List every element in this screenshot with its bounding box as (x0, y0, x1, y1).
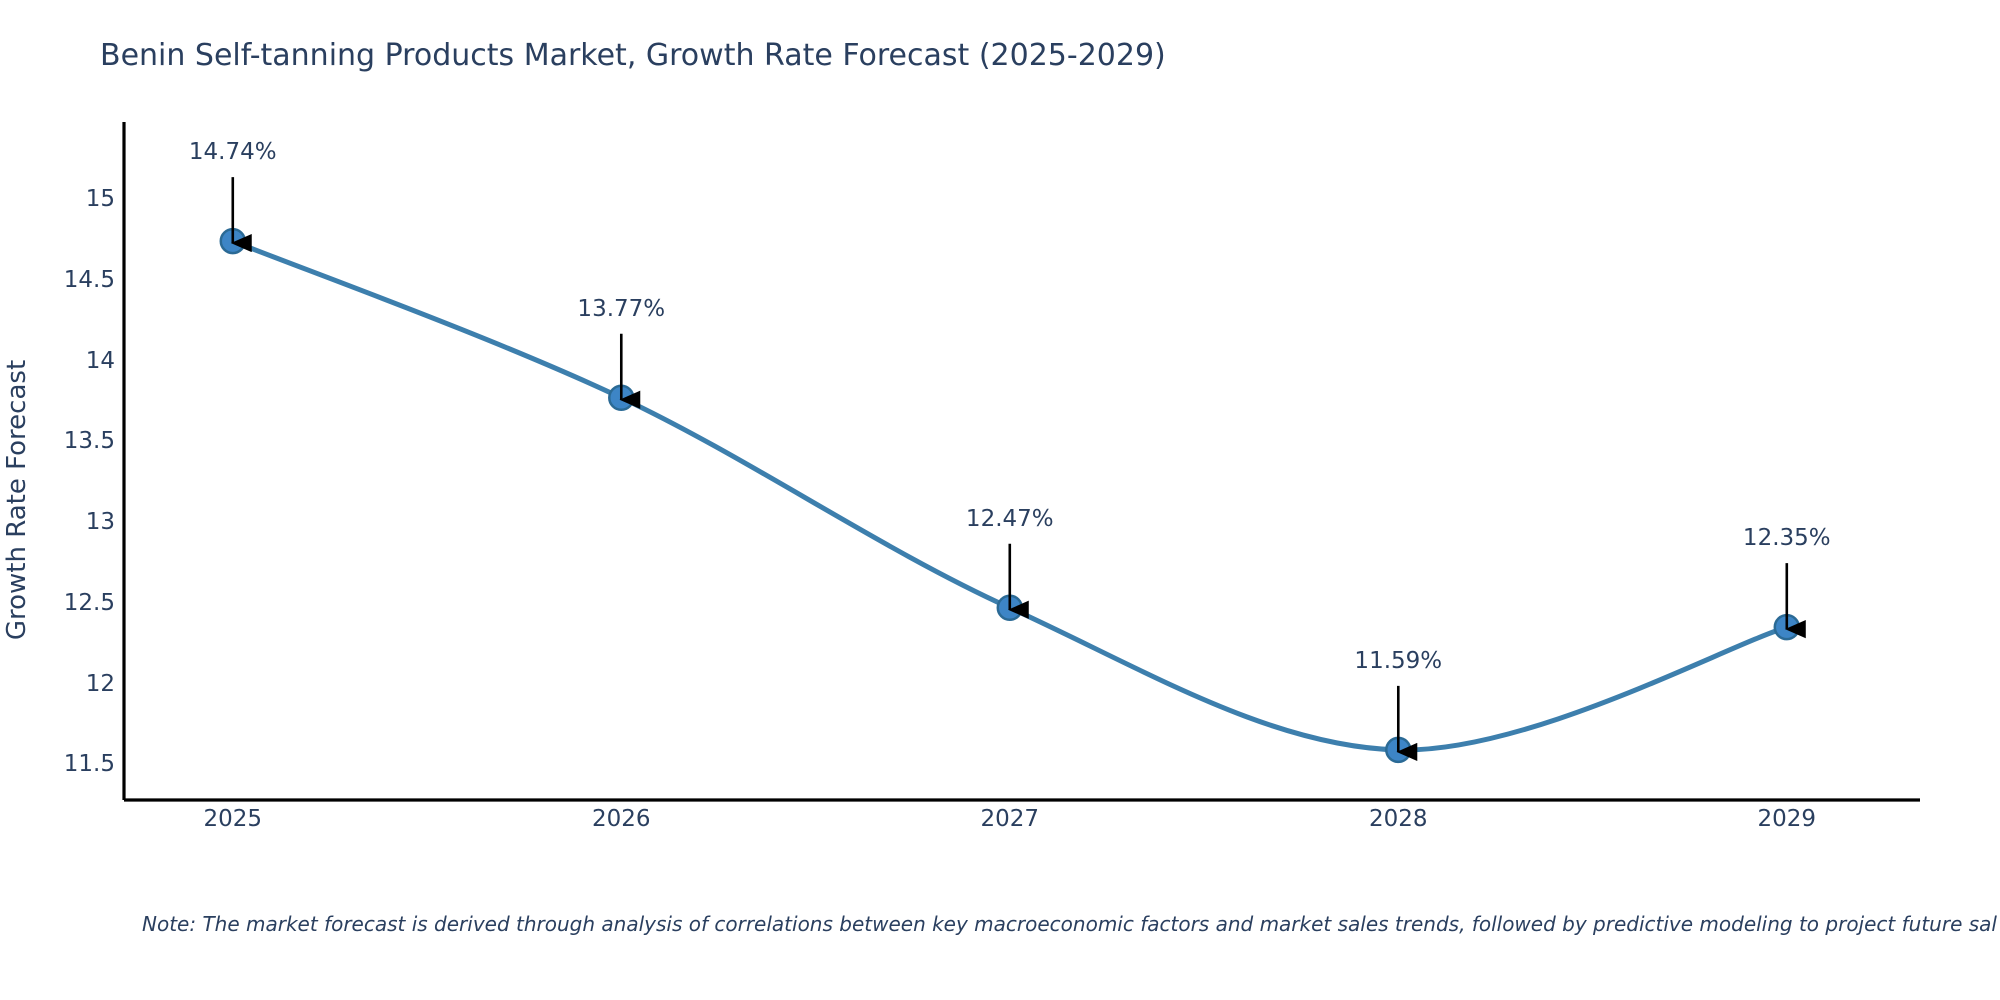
annotation-arrows (230, 177, 1806, 762)
x-tick-label: 2026 (592, 806, 651, 832)
y-tick-label: 13.5 (63, 428, 115, 455)
x-tick-label: 2025 (203, 806, 263, 832)
y-tick-label: 11.5 (63, 751, 115, 778)
y-tick-label: 12.5 (63, 589, 115, 616)
y-tick-label: 15 (85, 186, 115, 213)
data-point-label: 13.77% (577, 295, 666, 322)
chart-title: Benin Self-tanning Products Market, Grow… (100, 38, 1166, 73)
x-tick-label: 2027 (980, 806, 1040, 832)
data-point-label: 11.59% (1354, 647, 1443, 674)
data-series-line (230, 238, 1790, 753)
y-tick-label: 14 (85, 347, 115, 374)
data-point-label: 12.35% (1742, 525, 1831, 552)
data-point-label: 14.74% (188, 139, 277, 166)
data-point-label: 12.47% (965, 505, 1054, 532)
chart-footnote: Note: The market forecast is derived thr… (142, 912, 1997, 936)
x-tick-label: 2028 (1369, 806, 1428, 832)
y-tick-label: 12 (85, 670, 115, 697)
y-tick-label: 14.5 (63, 266, 115, 293)
y-tick-label: 13 (85, 509, 115, 536)
x-tick-label: 2029 (1757, 806, 1817, 832)
axis-spines (122, 122, 1920, 802)
y-axis-tick-labels: 15 14.5 14 13.5 13 12.5 12 11.5 (0, 0, 115, 1000)
data-point-markers (219, 227, 1801, 764)
